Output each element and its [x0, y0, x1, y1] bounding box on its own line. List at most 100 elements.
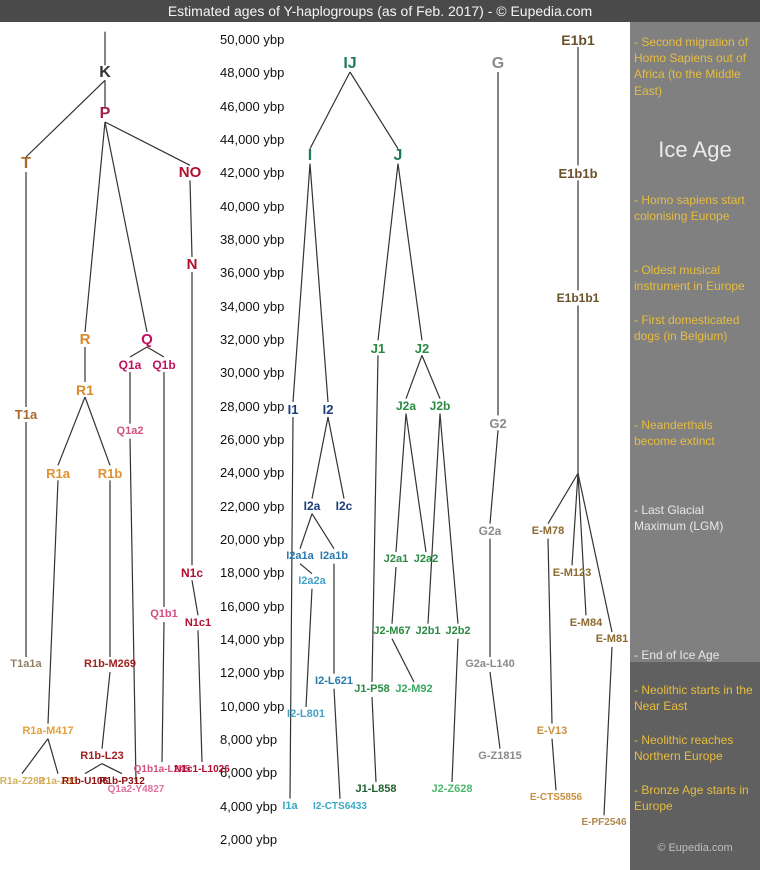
haplogroup-node: I2-L621 — [315, 675, 353, 687]
sidebar-annotation: - Neanderthals become extinct — [634, 417, 756, 449]
axis-tick: 8,000 ybp — [220, 732, 277, 747]
haplogroup-node: N1c1-L1026 — [174, 764, 230, 775]
haplogroup-node: N1c — [181, 566, 203, 580]
axis-tick: 40,000 ybp — [220, 199, 284, 214]
sidebar-annotation: - Neolithic starts in the Near East — [634, 682, 756, 714]
haplogroup-node: G2a-L140 — [465, 658, 515, 670]
ice-age-label: Ice Age — [630, 137, 760, 163]
haplogroup-node: E1b1b — [558, 166, 597, 181]
axis-tick: 28,000 ybp — [220, 399, 284, 414]
haplogroup-node: Q — [141, 331, 153, 348]
axis-tick: 34,000 ybp — [220, 299, 284, 314]
haplogroup-node: Q1a — [119, 358, 142, 372]
haplogroup-node: R1a — [46, 466, 70, 481]
axis-tick: 26,000 ybp — [220, 432, 284, 447]
axis-tick: 18,000 ybp — [220, 565, 284, 580]
axis-tick: 10,000 ybp — [220, 699, 284, 714]
title-bar: Estimated ages of Y-haplogroups (as of F… — [0, 0, 760, 22]
haplogroup-node: Q1a2 — [117, 425, 144, 437]
axis-tick: 36,000 ybp — [220, 265, 284, 280]
haplogroup-node: E-M81 — [596, 633, 628, 645]
haplogroup-node: G2a — [479, 524, 502, 538]
haplogroup-node: I2 — [323, 402, 334, 417]
sidebar-annotation: - First domesticated dogs (in Belgium) — [634, 312, 756, 344]
haplogroup-node: T1a — [15, 407, 37, 422]
haplogroup-node: J2 — [415, 341, 429, 356]
haplogroup-node: E1b1 — [561, 32, 594, 48]
haplogroup-node: N — [187, 256, 198, 273]
haplogroup-node: J2b2 — [445, 625, 470, 637]
haplogroup-node: I2a2a — [298, 575, 326, 587]
haplogroup-node: I — [308, 147, 312, 165]
axis-tick: 30,000 ybp — [220, 365, 284, 380]
haplogroup-node: E-PF2546 — [581, 817, 626, 828]
haplogroup-node: J2b1 — [415, 625, 440, 637]
haplogroup-node: G2 — [489, 416, 506, 431]
haplogroup-node: R1b-M269 — [84, 658, 136, 670]
haplogroup-node: T — [21, 155, 31, 173]
haplogroup-node: E-M78 — [532, 525, 564, 537]
sidebar-annotation: - Last Glacial Maximum (LGM) — [634, 502, 756, 534]
axis-tick: 24,000 ybp — [220, 465, 284, 480]
haplogroup-node: E-CTS5856 — [530, 792, 582, 803]
page-title: Estimated ages of Y-haplogroups (as of F… — [168, 3, 592, 19]
axis-tick: 48,000 ybp — [220, 65, 284, 80]
haplogroup-node: G-Z1815 — [478, 750, 521, 762]
haplogroup-node: R1 — [76, 382, 94, 398]
haplogroup-node: E-M123 — [553, 567, 592, 579]
axis-tick: 12,000 ybp — [220, 665, 284, 680]
haplogroup-node: J — [394, 147, 403, 165]
sidebar-annotation: - Homo sapiens start colonising Europe — [634, 192, 756, 224]
axis-tick: 46,000 ybp — [220, 99, 284, 114]
sidebar: - Second migration of Homo Sapiens out o… — [630, 22, 760, 870]
haplogroup-node: Q1a2-Y4827 — [108, 784, 165, 795]
axis-tick: 44,000 ybp — [220, 132, 284, 147]
haplogroup-node: J2b — [430, 399, 451, 413]
sidebar-annotation: - Second migration of Homo Sapiens out o… — [634, 34, 756, 99]
haplogroup-node: IJ — [343, 55, 356, 73]
haplogroup-node: R1b — [98, 466, 123, 481]
haplogroup-node: I2-L801 — [287, 708, 325, 720]
haplogroup-node: Q1b — [152, 358, 175, 372]
haplogroup-node: J2a — [396, 399, 416, 413]
haplogroup-node: J2-M92 — [395, 683, 432, 695]
axis-tick: 38,000 ybp — [220, 232, 284, 247]
haplogroup-node: R — [80, 331, 91, 348]
haplogroup-node: N1c1 — [185, 617, 211, 629]
haplogroup-node: K — [99, 64, 111, 82]
haplogroup-node: Q1b1 — [150, 608, 178, 620]
haplogroup-node: J1 — [371, 341, 385, 356]
haplogroup-node: G — [492, 55, 504, 73]
haplogroup-node: T1a1a — [10, 658, 41, 670]
haplogroup-node: E-M84 — [570, 617, 602, 629]
haplogroup-node: I2a — [304, 499, 321, 513]
axis-tick: 4,000 ybp — [220, 799, 277, 814]
sidebar-annotation: - Neolithic reaches Northern Europe — [634, 732, 756, 764]
haplogroup-node: I2-CTS6433 — [313, 801, 367, 812]
watermark: © Eupedia.com — [630, 842, 760, 854]
axis-tick: 22,000 ybp — [220, 499, 284, 514]
axis-tick: 42,000 ybp — [220, 165, 284, 180]
axis-tick: 20,000 ybp — [220, 532, 284, 547]
haplogroup-node: J2a1 — [384, 553, 408, 565]
haplogroup-node: J2-Z628 — [432, 783, 473, 795]
axis-tick: 14,000 ybp — [220, 632, 284, 647]
haplogroup-node: J2-M67 — [373, 625, 410, 637]
axis-tick: 50,000 ybp — [220, 32, 284, 47]
haplogroup-node: R1a-M417 — [22, 725, 73, 737]
haplogroup-node: J1-L858 — [356, 783, 397, 795]
sidebar-annotation: - End of Ice Age — [634, 647, 756, 663]
sidebar-annotation: - Bronze Age starts in Europe — [634, 782, 756, 814]
axis-tick: 2,000 ybp — [220, 832, 277, 847]
haplogroup-node: I1 — [288, 402, 299, 417]
sidebar-annotation: - Oldest musical instrument in Europe — [634, 262, 756, 294]
axis-tick: 32,000 ybp — [220, 332, 284, 347]
axis-tick: 16,000 ybp — [220, 599, 284, 614]
haplogroup-node: I2c — [336, 499, 353, 513]
haplogroup-node: J2a2 — [414, 553, 438, 565]
haplogroup-node: I2a1a — [286, 550, 314, 562]
haplogroup-node: E-V13 — [537, 725, 568, 737]
haplogroup-node: R1b-L23 — [80, 750, 123, 762]
haplogroup-node: P — [100, 105, 111, 123]
haplogroup-node: I2a1b — [320, 550, 348, 562]
